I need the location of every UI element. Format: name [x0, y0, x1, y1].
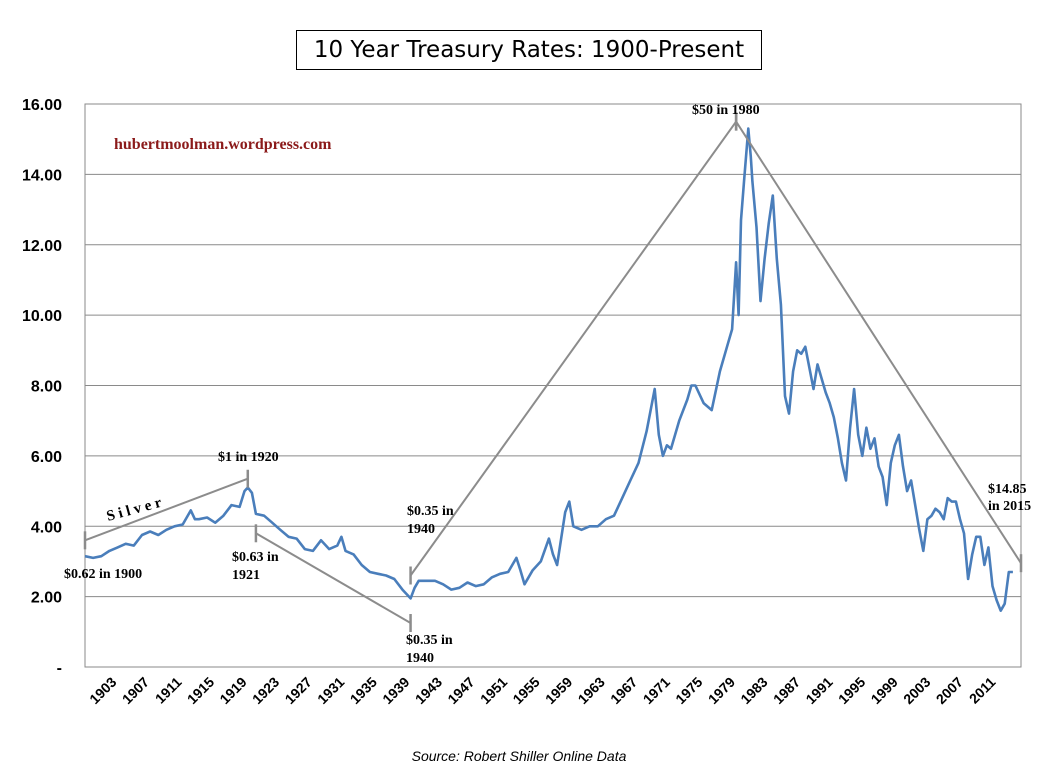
- x-tick-label: 1919: [216, 674, 249, 707]
- x-tick-label: 1911: [152, 674, 185, 707]
- series-layer: [84, 127, 1013, 613]
- x-tick-label: 1963: [575, 674, 608, 707]
- x-tick-label: 1927: [282, 674, 315, 707]
- y-tick-label: 8.00: [31, 379, 62, 396]
- grid-layer: [85, 103, 1021, 598]
- annotation-1921-line2: 1921: [232, 568, 260, 583]
- y-tick-label: 6.00: [31, 449, 62, 466]
- annotation-2015-line2: in 2015: [988, 499, 1031, 514]
- plot-frame: [84, 103, 1022, 668]
- watermark: hubertmoolman.wordpress.com: [114, 136, 332, 153]
- annotation-1940a-line2: 1940: [407, 522, 435, 537]
- annotation-1940b-line1: $0.35 in: [406, 633, 453, 648]
- x-tick-label: 1967: [607, 674, 640, 707]
- x-tick-label: 2003: [900, 674, 933, 707]
- x-tick-label: 1987: [770, 674, 803, 707]
- x-tick-label: 1983: [737, 674, 770, 707]
- x-tick-label: 1951: [477, 674, 510, 707]
- x-tick-label: 2011: [966, 674, 999, 707]
- x-tick-label: 1931: [314, 674, 347, 707]
- x-tick-label: 1943: [412, 674, 445, 707]
- silver-trend-line: [255, 532, 412, 624]
- annotation-1940a-line1: $0.35 in: [407, 504, 454, 519]
- x-tick-label: 1907: [119, 674, 152, 707]
- y-tick-label: -: [57, 660, 62, 677]
- y-tick-label: 14.00: [22, 167, 62, 184]
- x-tick-label: 1959: [542, 674, 575, 707]
- x-tick-label: 1903: [86, 674, 119, 707]
- chart-source: Source: Robert Shiller Online Data: [411, 748, 627, 764]
- y-tick-label: 10.00: [22, 308, 62, 325]
- x-tick-label: 2007: [933, 674, 966, 707]
- annotation-1900: $0.62 in 1900: [64, 567, 142, 582]
- y-tick-label: 4.00: [31, 519, 62, 536]
- x-tick-label: 1971: [640, 674, 673, 707]
- x-tick-label: 1999: [868, 674, 901, 707]
- silver-trend-line: [409, 121, 737, 577]
- chart-title: 10 Year Treasury Rates: 1900-Present: [296, 30, 762, 70]
- x-tick-label: 1991: [802, 674, 835, 707]
- x-tick-label: 1923: [249, 674, 282, 707]
- annotation-1921-line1: $0.63 in: [232, 550, 279, 565]
- annotation-1920: $1 in 1920: [218, 450, 279, 465]
- y-tick-label: 16.00: [22, 97, 62, 114]
- silver-trend-line: [84, 477, 249, 542]
- annotation-1980: $50 in 1980: [692, 103, 760, 118]
- x-tick-label: 1975: [672, 674, 705, 707]
- axis-layer: - 2.00 4.00 6.00 8.00 10.00 12.00 14.00 16.00 190…: [22, 97, 1022, 707]
- silver-trend-line: [735, 121, 1022, 564]
- annotation-1940b-line2: 1940: [406, 651, 434, 666]
- silver-label: S i l v e r: [105, 495, 164, 525]
- y-tick-label: 12.00: [22, 238, 62, 255]
- x-tick-label: 1935: [347, 674, 380, 707]
- x-tick-label: 1995: [835, 674, 868, 707]
- x-tick-label: 1947: [444, 674, 477, 707]
- series-line: [84, 127, 1013, 613]
- x-tick-label: 1955: [509, 674, 542, 707]
- x-tick-label: 1979: [705, 674, 738, 707]
- annotation-2015-line1: $14.85: [988, 482, 1027, 497]
- x-tick-label: 1915: [184, 674, 217, 707]
- overlay-layer: [83, 112, 1023, 633]
- x-tick-label: 1939: [379, 674, 412, 707]
- y-tick-label: 2.00: [31, 590, 62, 607]
